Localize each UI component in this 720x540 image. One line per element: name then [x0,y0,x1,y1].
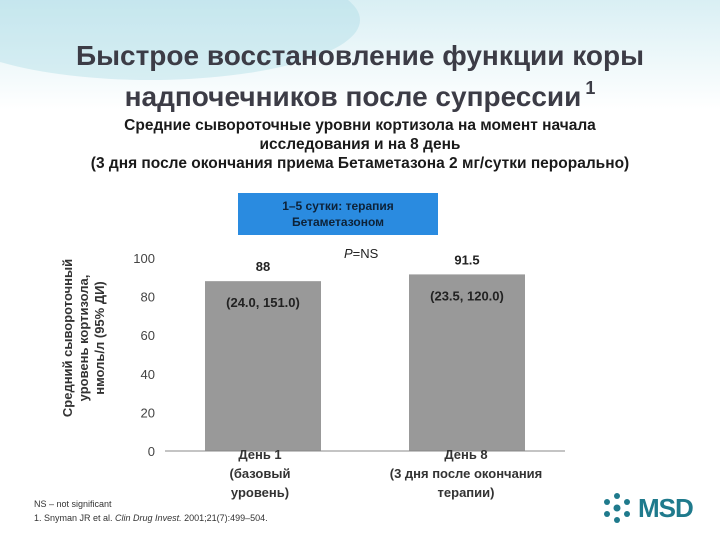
footnote: NS – not significant 1. Snyman JR et al.… [34,497,268,525]
therapy-line-1: 1–5 сутки: терапия [282,199,394,213]
y-tick-label: 0 [148,444,155,459]
p-value-annotation: P=NS [344,246,378,261]
subtitle-line-3: (3 дня после окончания приема Бетаметазо… [90,155,630,172]
category-label-day8: День 8 (3 дня после окончания терапии) [366,445,566,502]
value-label: 88 [256,259,270,274]
p-symbol: P [344,246,353,261]
chart-subtitle: Средние сывороточные уровни кортизола на… [20,116,700,173]
subtitle-line-1: Средние сывороточные уровни кортизола на… [124,117,596,134]
category-label-day1-line-1: День 1 [238,447,282,462]
msd-logo: MSD [600,490,694,526]
title-footnote-mark: 1 [585,78,596,98]
ref-prefix: 1. Snyman JR et al. [34,513,116,523]
category-label-day8-line-2: (3 дня после окончания [389,466,543,481]
category-label-day1-line-3: уровень) [230,485,290,500]
category-label-day1: День 1 (базовый уровень) [160,445,360,502]
category-label-day8-line-1: День 8 [444,447,488,462]
ci-label: (23.5, 120.0) [430,288,504,303]
logo-text: MSD [638,492,694,523]
bar [409,274,525,451]
category-label-day8-line-3: терапии) [437,485,495,500]
y-tick-label: 80 [141,290,155,305]
page-title: Быстрое восстановление функции коры надп… [0,40,720,113]
ref-suffix: 2001;21(7):499–504. [181,513,268,523]
value-label: 91.5 [454,252,479,267]
y-tick-label: 60 [141,328,155,343]
footnote-ns: NS – not significant [34,499,112,509]
category-label-day1-line-2: (базовый [229,466,291,481]
y-tick-label: 100 [133,251,155,266]
msd-hexagon-icon [604,493,630,523]
footnote-reference: 1. Snyman JR et al. Clin Drug Invest. 20… [34,511,268,525]
ref-journal: Clin Drug Invest. [115,513,182,523]
therapy-annotation-box: 1–5 сутки: терапия Бетаметазоном [238,193,438,235]
title-text: Быстрое восстановление функции коры надп… [75,40,645,112]
subtitle-line-2: исследования и на 8 день [259,136,461,153]
header-band [0,0,720,110]
bar [205,281,321,451]
p-value-text: =NS [352,246,379,261]
y-tick-label: 20 [141,405,155,420]
ci-label: (24.0, 151.0) [226,295,300,310]
therapy-line-2: Бетаметазоном [291,215,385,229]
y-tick-label: 40 [141,367,155,382]
